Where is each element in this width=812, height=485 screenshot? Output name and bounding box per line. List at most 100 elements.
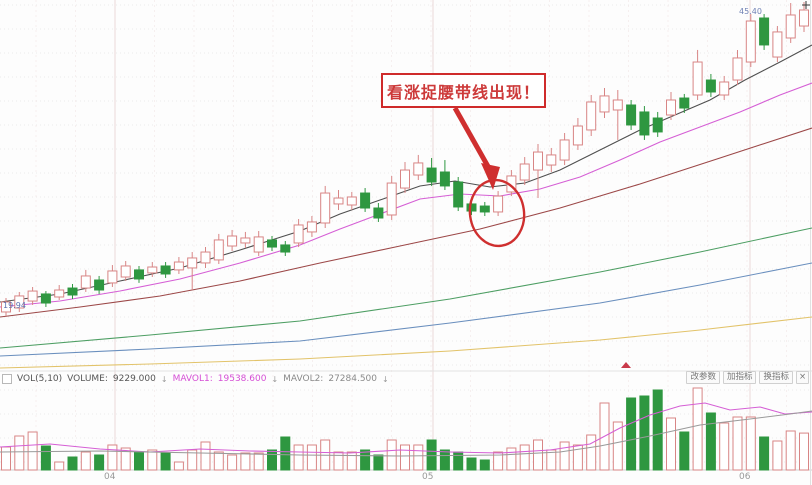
volume-bar: [120, 447, 131, 471]
annotation-arrowhead: [481, 163, 500, 190]
start-price-label: 19.94: [3, 301, 26, 310]
volume-bar: [745, 416, 756, 471]
down-arrow-icon: ↓: [382, 374, 389, 384]
x-axis-label: 04: [104, 472, 116, 482]
candlestick: [160, 262, 171, 278]
candlestick: [426, 157, 437, 186]
candlestick: [546, 147, 557, 173]
candlestick: [40, 291, 51, 307]
volume-bar: [666, 417, 676, 471]
volume-label: VOLUME:: [67, 374, 108, 384]
volume-bar: [799, 432, 809, 471]
volume-bar: [213, 451, 224, 471]
volume-bar: [400, 444, 410, 471]
volume-bar: [533, 439, 543, 471]
volume-bar: [173, 461, 184, 471]
volume-bar: [785, 430, 796, 471]
candlestick: [213, 233, 224, 264]
indicator-toolbar: 改参数 加指标 换指标 ×: [686, 371, 809, 384]
candlestick: [559, 132, 570, 166]
volume-layer: [1, 387, 809, 471]
change-params-button[interactable]: 改参数: [686, 371, 720, 384]
volume-bar: [14, 435, 25, 471]
volume-bar: [626, 397, 637, 471]
volume-bar: [373, 454, 384, 471]
volume-bar: [453, 451, 464, 471]
candlestick: [612, 90, 623, 140]
volume-bar: [652, 389, 663, 471]
volume-bar: [54, 461, 65, 471]
candles-layer: [1, 1, 809, 317]
ma-line: [0, 127, 812, 318]
volume-bar: [679, 431, 690, 471]
candlestick: [333, 190, 344, 210]
annotation-arrow: [452, 106, 493, 172]
candlestick: [626, 100, 637, 130]
ma-line: [0, 402, 812, 454]
volume-bar: [559, 441, 570, 471]
volume-bar: [346, 451, 357, 471]
candlestick: [586, 95, 597, 137]
candlestick: [772, 26, 783, 63]
candlestick: [240, 231, 251, 248]
volume-bar: [732, 416, 743, 471]
candlestick: [533, 144, 543, 199]
volume-bar: [94, 454, 105, 471]
candlestick: [599, 88, 610, 119]
down-arrow-icon: ↓: [160, 374, 168, 384]
candlestick: [200, 247, 211, 268]
x-axis-label: 05: [422, 472, 434, 482]
volume-bar: [147, 449, 158, 471]
candlestick: [173, 257, 184, 274]
candlestick: [253, 231, 264, 256]
candlestick: [732, 49, 743, 86]
candlestick: [479, 201, 490, 217]
volume-bar: [386, 439, 397, 471]
volume-bar: [160, 452, 171, 471]
volume-value: 9229.000: [112, 374, 156, 384]
candlestick: [400, 162, 410, 194]
candlestick: [346, 191, 357, 210]
highlight-circle: [468, 178, 526, 248]
volume-bar: [692, 387, 703, 471]
volume-bar: [439, 449, 450, 471]
ma-line: [0, 410, 812, 457]
candlestick: [679, 93, 690, 114]
mavol2-value: 27284.500: [328, 374, 378, 384]
volume-bar: [40, 445, 51, 471]
volume-bar: [519, 444, 530, 471]
candlestick: [54, 285, 65, 300]
vol-indicator-label: VOL(5,10): [17, 374, 63, 384]
volume-bar: [506, 447, 517, 471]
volume-bar: [293, 444, 304, 471]
candlestick: [120, 260, 131, 281]
volume-bar: [134, 451, 144, 471]
add-indicator-button[interactable]: 加指标: [722, 371, 757, 384]
high-price-label: 45.40: [739, 7, 762, 16]
candlestick: [745, 14, 756, 68]
candlestick: [719, 75, 730, 100]
volume-bar: [479, 459, 490, 471]
candlestick: [386, 175, 397, 220]
candlestick: [293, 219, 304, 248]
volume-bar: [360, 449, 371, 471]
mavol1-label: MAVOL1:: [172, 374, 213, 384]
candlestick: [14, 291, 25, 312]
volume-bar: [200, 441, 211, 471]
volume-bar: [639, 395, 650, 471]
volume-bar: [240, 452, 251, 471]
close-icon[interactable]: ×: [796, 371, 809, 384]
candlestick: [94, 275, 105, 294]
down-arrow-icon: ↓: [271, 374, 279, 384]
candlestick: [639, 106, 650, 140]
switch-indicator-button[interactable]: 换指标: [759, 371, 793, 384]
candlestick: [799, 1, 809, 32]
volume-bar: [253, 452, 264, 471]
volume-bar: [772, 440, 783, 471]
volume-bar: [493, 451, 504, 471]
indicator-toggle-icon[interactable]: [2, 374, 12, 384]
candlestick: [134, 265, 144, 283]
volume-bar: [67, 456, 78, 471]
